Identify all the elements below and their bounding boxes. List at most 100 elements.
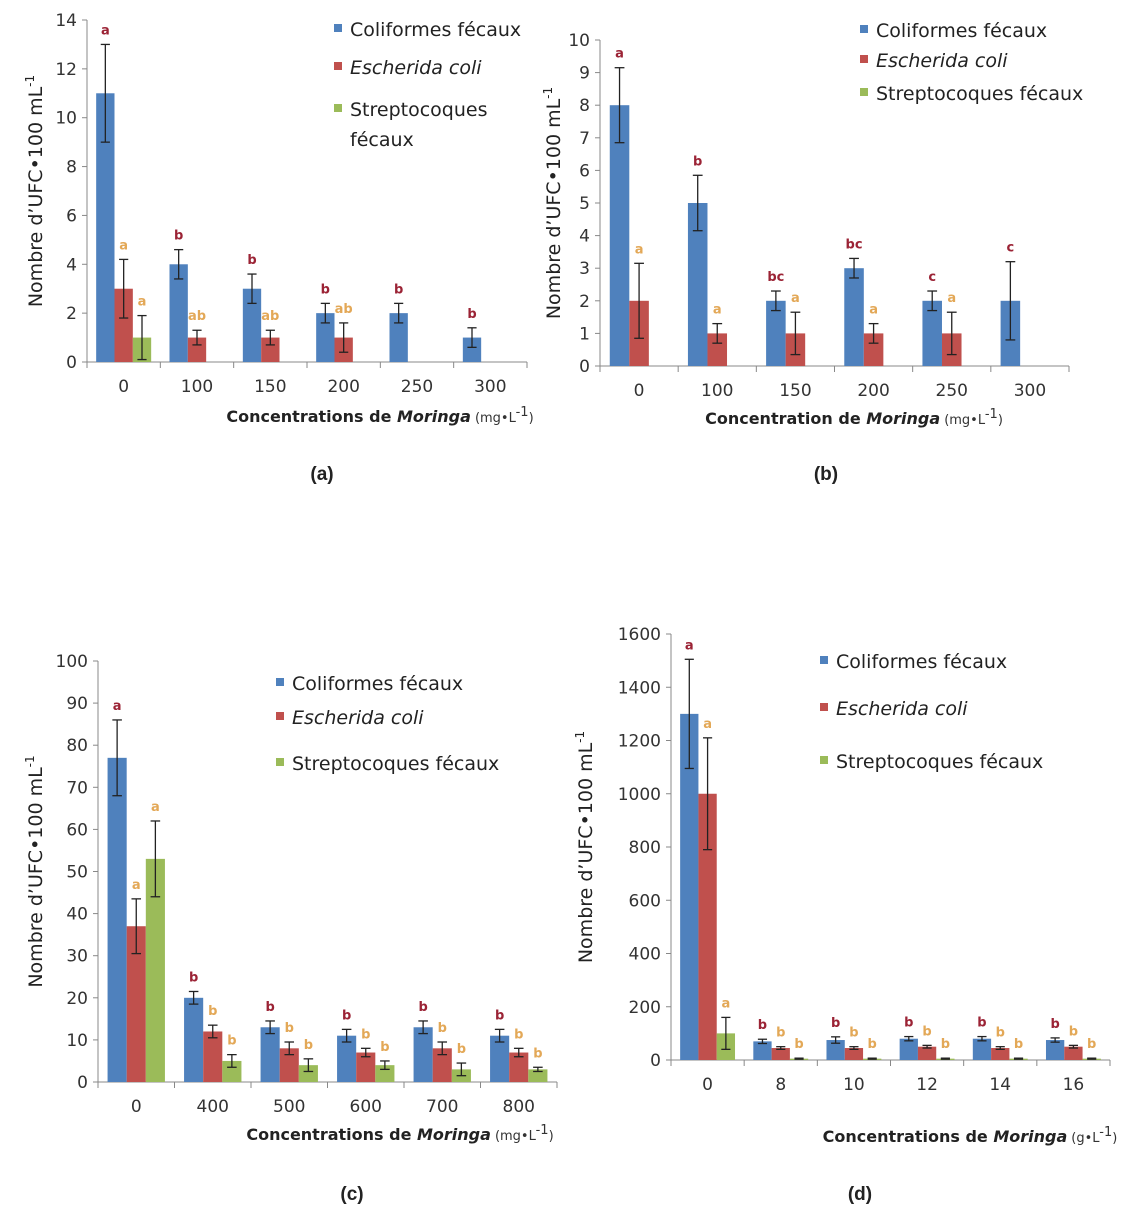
x-tick-label: 12 [916, 1075, 938, 1095]
significance-letter: b [457, 1042, 466, 1057]
x-tick-label: 700 [426, 1097, 458, 1117]
significance-letter: b [831, 1016, 840, 1031]
significance-letter: b [394, 282, 403, 297]
bar-strepto [528, 1069, 548, 1082]
significance-letter: b [174, 229, 183, 244]
y-axis-label: Nombre d’UFC•100 mL-1 [23, 755, 47, 987]
significance-letter: ab [188, 309, 206, 324]
y-tick-label: 14 [55, 11, 77, 31]
significance-letter: b [208, 1004, 217, 1019]
y-tick-label: 10 [66, 1031, 88, 1051]
bar-coliformes [242, 288, 262, 362]
legend-swatch-ecoli [820, 703, 828, 711]
y-tick-label: 4 [66, 255, 77, 275]
bar-coliformes [680, 713, 699, 1060]
legend-label: Escherida coli [292, 707, 424, 729]
x-tick-label: 8 [775, 1075, 786, 1095]
bar-ecoli [771, 1048, 790, 1060]
y-axis-label-sup: -1 [23, 75, 37, 87]
significance-letter: b [533, 1046, 542, 1061]
significance-letter: b [342, 1008, 351, 1023]
y-axis-label-sup: -1 [23, 755, 37, 767]
significance-letter: a [721, 996, 730, 1011]
bar-coliformes [972, 1038, 992, 1060]
significance-letter: c [1007, 241, 1015, 256]
y-tick-label: 0 [650, 1051, 661, 1071]
x-axis-label: Concentrations de Moringa (mg•L-1) [246, 1123, 553, 1144]
legend-swatch-coliformes [820, 656, 828, 664]
bar-coliformes [490, 1035, 510, 1082]
bar-ecoli [698, 793, 717, 1060]
significance-letter: b [438, 1021, 447, 1036]
x-tick-label: 500 [273, 1097, 305, 1117]
significance-letter: b [904, 1016, 913, 1031]
x-tick-label: 0 [131, 1097, 142, 1117]
legend-label: Coliformes fécaux [836, 651, 1007, 673]
legend-label: Coliformes fécaux [350, 19, 521, 41]
x-axis-label: Concentrations de Moringa (mg•L-1) [226, 405, 533, 426]
legend-swatch-strepto [334, 104, 342, 112]
significance-letter: b [922, 1024, 931, 1039]
y-axis-label: Nombre d’UFC•100 mL-1 [541, 87, 565, 319]
legend-swatch-coliformes [334, 24, 342, 32]
significance-letter: a [635, 242, 644, 257]
bar-ecoli [863, 333, 884, 366]
bar-ecoli [187, 337, 207, 362]
bar-ecoli [991, 1048, 1010, 1060]
y-tick-label: 1000 [618, 785, 661, 805]
bar-ecoli [1064, 1046, 1083, 1060]
significance-letter: a [151, 800, 160, 815]
significance-letter: a [132, 878, 141, 893]
bar-ecoli [126, 926, 146, 1082]
bar-ecoli [707, 333, 728, 366]
bar-coliformes [826, 1040, 845, 1060]
x-tick-label: 800 [503, 1097, 535, 1117]
legend-label: Streptocoques fécaux [876, 83, 1083, 105]
bar-coliformes [169, 264, 188, 362]
significance-letter: bc [846, 237, 863, 252]
x-tick-label: 250 [936, 381, 968, 401]
bar-coliformes [413, 1027, 433, 1082]
legend-swatch-strepto [276, 758, 284, 766]
y-tick-label: 20 [66, 989, 88, 1009]
significance-letter: b [977, 1016, 986, 1031]
y-tick-label: 30 [66, 947, 88, 967]
significance-letter: b [285, 1021, 294, 1036]
panel-label: (c) [340, 1184, 363, 1205]
x-tick-label: 0 [118, 377, 129, 397]
legend-swatch-strepto [820, 756, 828, 764]
x-tick-label: 600 [350, 1097, 382, 1117]
significance-letter: a [119, 238, 128, 253]
y-tick-label: 3 [579, 259, 590, 279]
x-axis-label: Concentration de Moringa (mg•L-1) [705, 407, 1003, 428]
significance-letter: b [361, 1027, 370, 1042]
legend-swatch-coliformes [860, 25, 868, 33]
x-tick-label: 250 [401, 377, 433, 397]
bar-strepto [145, 858, 165, 1082]
bar-strepto [298, 1065, 318, 1082]
bar-ecoli [203, 1031, 223, 1082]
y-tick-label: 1400 [618, 678, 661, 698]
significance-letter: a [947, 291, 956, 306]
y-tick-label: 0 [77, 1073, 88, 1093]
significance-letter: b [495, 1008, 504, 1023]
significance-letter: b [418, 1000, 427, 1015]
bar-coliformes [609, 105, 630, 366]
significance-letter: b [776, 1026, 785, 1041]
significance-letter: b [227, 1034, 236, 1049]
significance-letter: b [514, 1027, 523, 1042]
y-tick-label: 70 [66, 778, 88, 798]
y-tick-label: 12 [55, 60, 77, 80]
bar-coliformes [316, 313, 335, 362]
bar-ecoli [356, 1052, 376, 1082]
bar-coliformes [337, 1035, 357, 1082]
y-tick-label: 1600 [618, 625, 661, 645]
significance-letter: a [713, 303, 722, 318]
x-tick-label: 200 [327, 377, 359, 397]
legend-swatch-ecoli [860, 55, 868, 63]
significance-letter: c [928, 270, 936, 285]
x-tick-label: 150 [779, 381, 811, 401]
bar-coliformes [96, 93, 115, 363]
